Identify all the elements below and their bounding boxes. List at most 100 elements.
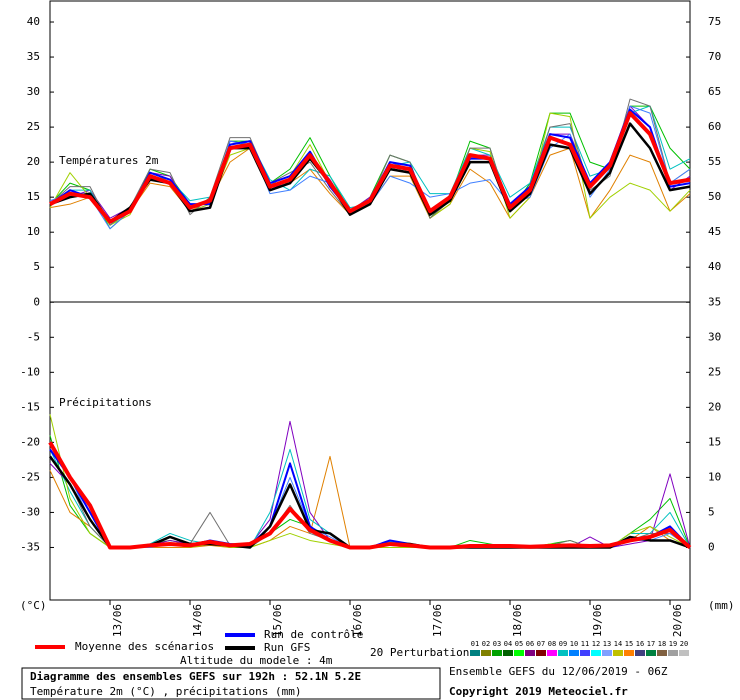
member-label: 03 bbox=[493, 640, 501, 648]
y2-tick-label: 35 bbox=[708, 295, 721, 308]
y2-tick-label: 5 bbox=[708, 505, 715, 518]
y2-unit: (mm) bbox=[708, 599, 735, 612]
member-swatch bbox=[591, 650, 601, 656]
temperature-line bbox=[49, 111, 691, 224]
precipitation-label: Précipitations bbox=[59, 396, 152, 409]
y-tick-label: 10 bbox=[27, 225, 40, 238]
member-label: 11 bbox=[581, 640, 589, 648]
y2-tick-label: 0 bbox=[708, 540, 715, 553]
member-label: 02 bbox=[482, 640, 490, 648]
y-tick-label: -35 bbox=[20, 540, 40, 553]
member-label: 09 bbox=[559, 640, 567, 648]
member-label: 20 bbox=[680, 640, 688, 648]
member-swatch bbox=[492, 650, 502, 656]
member-swatch bbox=[657, 650, 667, 656]
member-swatch bbox=[679, 650, 689, 656]
y-tick-label: -15 bbox=[20, 400, 40, 413]
y2-tick-label: 25 bbox=[708, 365, 721, 378]
member-swatch bbox=[602, 650, 612, 656]
member-label: 01 bbox=[471, 640, 479, 648]
temperature-label: Températures 2m bbox=[59, 154, 159, 167]
y-tick-label: 20 bbox=[27, 155, 40, 168]
x-tick-label: 14/06 bbox=[191, 604, 204, 637]
temperature-line bbox=[49, 105, 691, 230]
member-swatch bbox=[525, 650, 535, 656]
y-tick-label: 5 bbox=[33, 260, 40, 273]
x-tick-label: 19/06 bbox=[591, 604, 604, 637]
member-label: 04 bbox=[504, 640, 512, 648]
x-tick-label: 17/06 bbox=[431, 604, 444, 637]
y2-tick-label: 65 bbox=[708, 85, 721, 98]
member-label: 07 bbox=[537, 640, 545, 648]
copyright: Copyright 2019 Meteociel.fr bbox=[449, 685, 628, 698]
y-tick-label: -10 bbox=[20, 365, 40, 378]
altitude: Altitude du modele : 4m bbox=[180, 654, 333, 667]
member-swatch bbox=[569, 650, 579, 656]
y-tick-label: 35 bbox=[27, 50, 40, 63]
y-unit: (°C) bbox=[20, 599, 47, 612]
precipitation-line bbox=[49, 448, 691, 548]
member-swatch bbox=[503, 650, 513, 656]
member-label: 10 bbox=[570, 640, 578, 648]
member-label: 17 bbox=[647, 640, 655, 648]
y-tick-label: 30 bbox=[27, 85, 40, 98]
precipitation-line bbox=[48, 455, 691, 549]
precipitation-line bbox=[49, 420, 691, 548]
footer-title: Diagramme des ensembles GEFS sur 192h : … bbox=[30, 670, 361, 683]
y2-tick-label: 45 bbox=[708, 225, 721, 238]
precipitation-line bbox=[49, 414, 691, 548]
member-swatch bbox=[514, 650, 524, 656]
member-swatch bbox=[536, 650, 546, 656]
member-swatch bbox=[580, 650, 590, 656]
member-swatch bbox=[613, 650, 623, 656]
perturbations-label: 20 Perturbations bbox=[370, 646, 476, 659]
member-label: 14 bbox=[614, 640, 622, 648]
member-swatch bbox=[646, 650, 656, 656]
member-label: 06 bbox=[526, 640, 534, 648]
y2-tick-label: 15 bbox=[708, 435, 721, 448]
precipitation-line bbox=[48, 441, 692, 550]
precipitation-line bbox=[49, 456, 691, 548]
member-swatch bbox=[470, 650, 480, 656]
precipitation-line bbox=[49, 435, 691, 548]
x-tick-label: 16/06 bbox=[351, 604, 364, 637]
temperature-line bbox=[49, 112, 691, 226]
y-tick-label: -20 bbox=[20, 435, 40, 448]
x-tick-label: 20/06 bbox=[671, 604, 684, 637]
y-tick-label: 0 bbox=[33, 295, 40, 308]
y2-tick-label: 50 bbox=[708, 190, 721, 203]
run-info: Ensemble GEFS du 12/06/2019 - 06Z bbox=[449, 665, 668, 678]
y2-tick-label: 20 bbox=[708, 400, 721, 413]
precipitation-line bbox=[49, 455, 691, 548]
y-tick-label: 25 bbox=[27, 120, 40, 133]
y2-tick-label: 70 bbox=[708, 50, 721, 63]
y2-tick-label: 75 bbox=[708, 15, 721, 28]
y-tick-label: 40 bbox=[27, 15, 40, 28]
x-tick-label: 13/06 bbox=[111, 604, 124, 637]
y-tick-label: -5 bbox=[27, 330, 40, 343]
temperature-line bbox=[49, 122, 691, 223]
member-label: 08 bbox=[548, 640, 556, 648]
temperature-line bbox=[49, 105, 691, 230]
legend-label: Run de contrôle bbox=[264, 628, 363, 641]
member-swatch bbox=[547, 650, 557, 656]
y-tick-label: 15 bbox=[27, 190, 40, 203]
member-label: 05 bbox=[515, 640, 523, 648]
member-swatch bbox=[635, 650, 645, 656]
y2-tick-label: 30 bbox=[708, 330, 721, 343]
member-swatch bbox=[481, 650, 491, 656]
member-swatch bbox=[558, 650, 568, 656]
footer-subtitle: Température 2m (°C) , précipitations (mm… bbox=[30, 685, 302, 698]
plot-frame bbox=[49, 0, 691, 601]
member-swatch bbox=[668, 650, 678, 656]
member-label: 13 bbox=[603, 640, 611, 648]
y2-tick-label: 60 bbox=[708, 120, 721, 133]
member-label: 16 bbox=[636, 640, 644, 648]
footer-box bbox=[21, 667, 441, 700]
member-swatch bbox=[624, 650, 634, 656]
member-label: 15 bbox=[625, 640, 633, 648]
x-tick-label: 15/06 bbox=[271, 604, 284, 637]
legend-label: Run GFS bbox=[264, 641, 310, 654]
member-label: 18 bbox=[658, 640, 666, 648]
